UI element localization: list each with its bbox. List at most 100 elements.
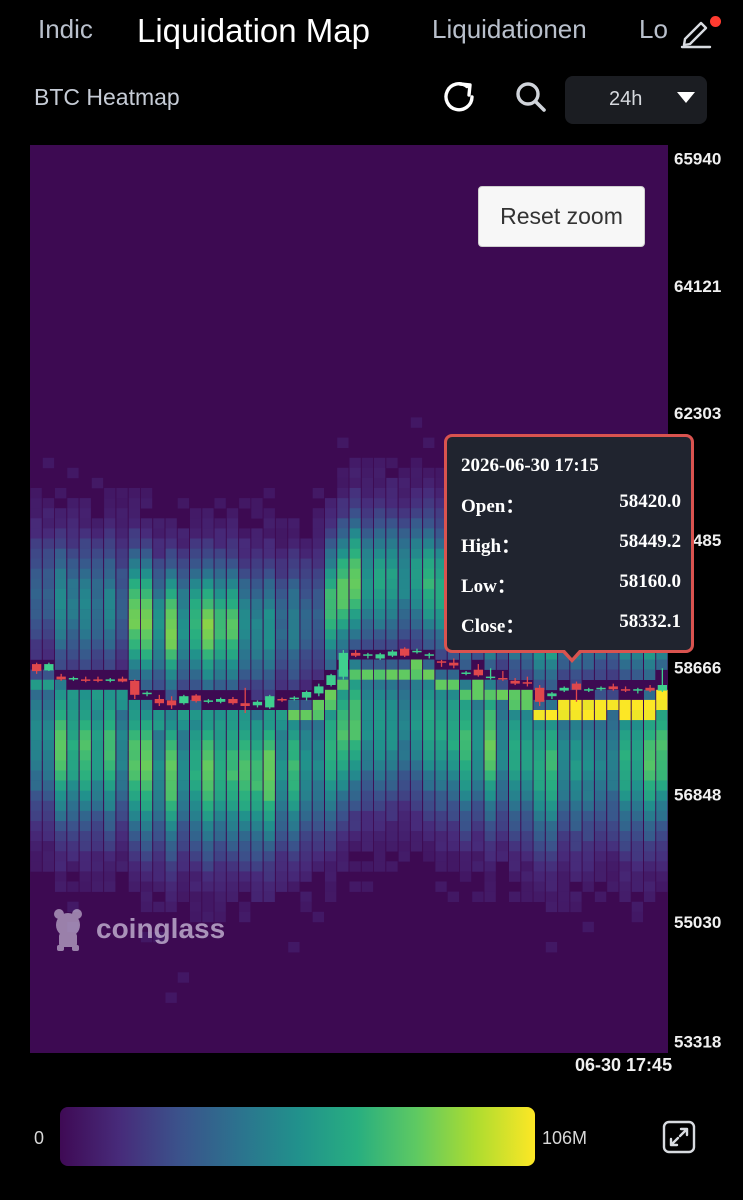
heatmap-cell <box>165 538 177 549</box>
candle-body <box>351 652 361 656</box>
heatmap-cell <box>631 740 643 751</box>
heatmap-cell <box>214 669 226 680</box>
heatmap-cell <box>214 609 226 620</box>
heatmap-cell <box>607 790 619 802</box>
heatmap-cell <box>263 588 275 600</box>
time-range-select[interactable]: 24h <box>565 76 707 124</box>
heatmap-cell <box>30 518 42 529</box>
heatmap-cell <box>386 810 398 822</box>
heatmap-cell <box>300 639 312 650</box>
heatmap-cell <box>398 760 410 771</box>
heatmap-cell <box>631 720 643 731</box>
heatmap-cell <box>300 710 312 721</box>
heatmap-cell <box>582 669 594 680</box>
heatmap-cell <box>79 821 91 832</box>
edit-button[interactable] <box>676 12 721 52</box>
heatmap-cell <box>312 821 324 832</box>
candle <box>81 676 91 683</box>
heatmap-cell <box>288 841 300 852</box>
candle-body <box>633 689 643 691</box>
heatmap-cell <box>594 871 607 882</box>
heatmap-cell <box>459 679 472 691</box>
heatmap-cell <box>263 518 275 529</box>
heatmap-cell <box>386 588 398 600</box>
heatmap-cell <box>349 720 361 731</box>
heatmap-cell <box>337 730 349 741</box>
tab-lo[interactable]: Lo <box>639 14 668 44</box>
heatmap-cell <box>239 548 251 559</box>
heatmap-cell <box>435 488 447 499</box>
heatmap-cell <box>459 750 472 761</box>
heatmap-cell <box>251 568 263 580</box>
heatmap-cell <box>398 477 410 489</box>
heatmap-cell <box>349 740 361 751</box>
heatmap-cell <box>607 659 619 670</box>
heatmap-cell <box>202 760 214 771</box>
heatmap-cell <box>79 861 91 872</box>
heatmap-cell <box>239 821 251 832</box>
heatmap-cell <box>435 821 447 832</box>
heatmap-cell <box>165 588 177 600</box>
heatmap-cell <box>42 568 55 580</box>
heatmap-cell <box>67 710 79 721</box>
search-button[interactable] <box>510 76 552 118</box>
heatmap-cell <box>300 548 312 559</box>
heatmap-cell <box>104 730 116 741</box>
heatmap-cell <box>423 568 435 580</box>
candle <box>252 700 263 708</box>
heatmap-cell <box>374 508 386 519</box>
heatmap-cell <box>484 891 496 902</box>
heatmap-cell <box>128 498 140 509</box>
heatmap-cell <box>288 861 300 872</box>
refresh-button[interactable] <box>438 76 480 118</box>
heatmap-cell <box>202 710 214 721</box>
heatmap-cell <box>30 619 42 630</box>
fullscreen-button[interactable] <box>662 1120 696 1154</box>
heatmap-cell <box>312 659 324 670</box>
heatmap-cell <box>190 821 202 832</box>
heatmap-cell <box>239 619 251 630</box>
tab-liquidationen[interactable]: Liquidationen <box>432 14 587 44</box>
heatmap-cell <box>153 558 165 569</box>
heatmap-cell <box>423 477 435 489</box>
heatmap-cell <box>275 831 288 842</box>
heatmap-cell <box>361 740 374 751</box>
heatmap-cell <box>226 649 239 660</box>
candle <box>216 697 226 704</box>
heatmap-cell <box>128 871 140 882</box>
heatmap-cell <box>509 851 521 862</box>
heatmap-cell <box>42 851 55 862</box>
reset-zoom-button[interactable]: Reset zoom <box>478 186 645 247</box>
heatmap-cell <box>251 679 263 691</box>
candle-body <box>387 651 398 656</box>
heatmap-cell <box>398 619 410 630</box>
heatmap-cell <box>386 548 398 559</box>
heatmap-cell <box>67 841 79 852</box>
watermark-text: coinglass <box>96 913 225 944</box>
heatmap-cell <box>533 851 545 862</box>
time-range-value: 24h <box>609 88 643 110</box>
heatmap-cell <box>582 720 594 731</box>
heatmap-cell <box>349 528 361 539</box>
heatmap-cell <box>619 780 631 791</box>
heatmap-cell <box>509 770 521 781</box>
heatmap-cell <box>386 488 398 499</box>
heatmap-cell <box>533 780 545 791</box>
candle-body <box>424 654 434 656</box>
heatmap-cell <box>644 841 656 852</box>
heatmap-cell <box>67 508 79 519</box>
candle-body <box>117 678 128 682</box>
heatmap-cell <box>631 750 643 761</box>
heatmap-cell <box>288 871 300 882</box>
heatmap-cell <box>30 548 42 559</box>
heatmap-cell <box>55 810 67 822</box>
heatmap-cell <box>386 528 398 539</box>
heatmap-cell <box>190 548 202 559</box>
tab-indicators[interactable]: Indic <box>38 14 93 44</box>
heatmap-cell <box>104 488 116 499</box>
heatmap-cell <box>30 649 42 660</box>
heatmap-cell <box>275 770 288 781</box>
y-tick-label: 55030 <box>674 913 721 932</box>
tab-liquidation-map[interactable]: Liquidation Map <box>137 12 370 49</box>
heatmap-cell <box>140 498 153 509</box>
